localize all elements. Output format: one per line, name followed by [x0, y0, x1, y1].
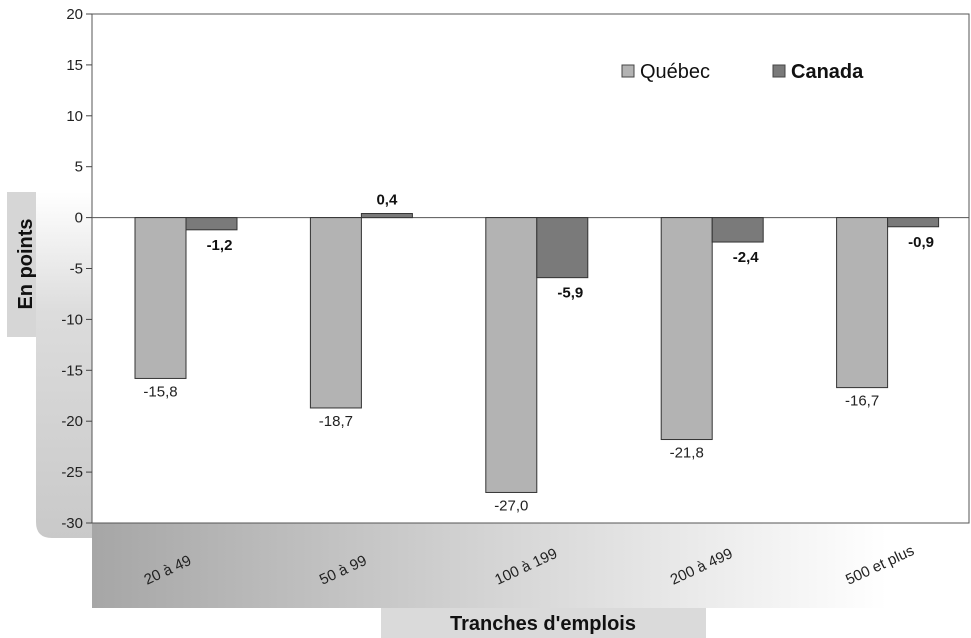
y-tick-label: -30 — [61, 515, 83, 532]
y-tick-label: -10 — [61, 311, 83, 328]
y-axis-label: En points — [15, 218, 37, 309]
data-label-quebec: -15,8 — [143, 383, 177, 400]
bar-quebec — [309, 217, 362, 409]
y-axis-band-background — [36, 192, 92, 538]
bar-quebec — [134, 217, 187, 379]
y-tick-label: 0 — [75, 210, 83, 227]
bar-canada — [360, 213, 413, 219]
data-label-quebec: -16,7 — [845, 393, 879, 410]
legend-label-canada: Canada — [791, 61, 864, 83]
legend-swatch-canada — [772, 64, 786, 78]
y-tick-label: -5 — [70, 261, 83, 278]
category-band-background — [92, 522, 887, 608]
data-label-canada: -5,9 — [557, 285, 583, 302]
y-tick-label: -20 — [61, 413, 83, 430]
data-label-quebec: -27,0 — [494, 497, 528, 514]
y-tick-label: 10 — [66, 108, 83, 125]
bar-quebec — [836, 217, 889, 389]
bar-quebec — [485, 217, 538, 493]
data-label-canada: 0,4 — [376, 192, 398, 209]
x-axis-label: Tranches d'emplois — [450, 613, 636, 635]
bar-canada — [711, 217, 764, 243]
legend: Québec Canada — [621, 61, 864, 83]
legend-swatch-quebec — [621, 64, 635, 78]
legend-label-quebec: Québec — [640, 61, 710, 83]
y-tick-label: 20 — [66, 6, 83, 23]
data-label-canada: -1,2 — [207, 237, 233, 254]
bar-canada — [887, 217, 940, 228]
value-labels: -15,8 -1,2 -18,7 0,4 -27,0 -5,9 -21,8 -2,4 -16,7… — [143, 192, 934, 515]
y-tick-label: -25 — [61, 464, 83, 481]
bar-quebec — [660, 217, 713, 441]
data-label-canada: -2,4 — [733, 249, 760, 266]
data-label-quebec: -21,8 — [670, 445, 704, 462]
data-label-canada: -0,9 — [908, 234, 934, 251]
bar-canada — [536, 217, 589, 279]
data-label-quebec: -18,7 — [319, 413, 353, 430]
bar-canada — [185, 217, 238, 231]
x-axis-label-background — [381, 608, 706, 638]
y-tick-label: 15 — [66, 57, 83, 74]
y-axis-label-background — [7, 192, 41, 337]
y-tick-label: -15 — [61, 362, 83, 379]
bars — [134, 213, 940, 493]
y-tick-label: 5 — [75, 159, 83, 176]
